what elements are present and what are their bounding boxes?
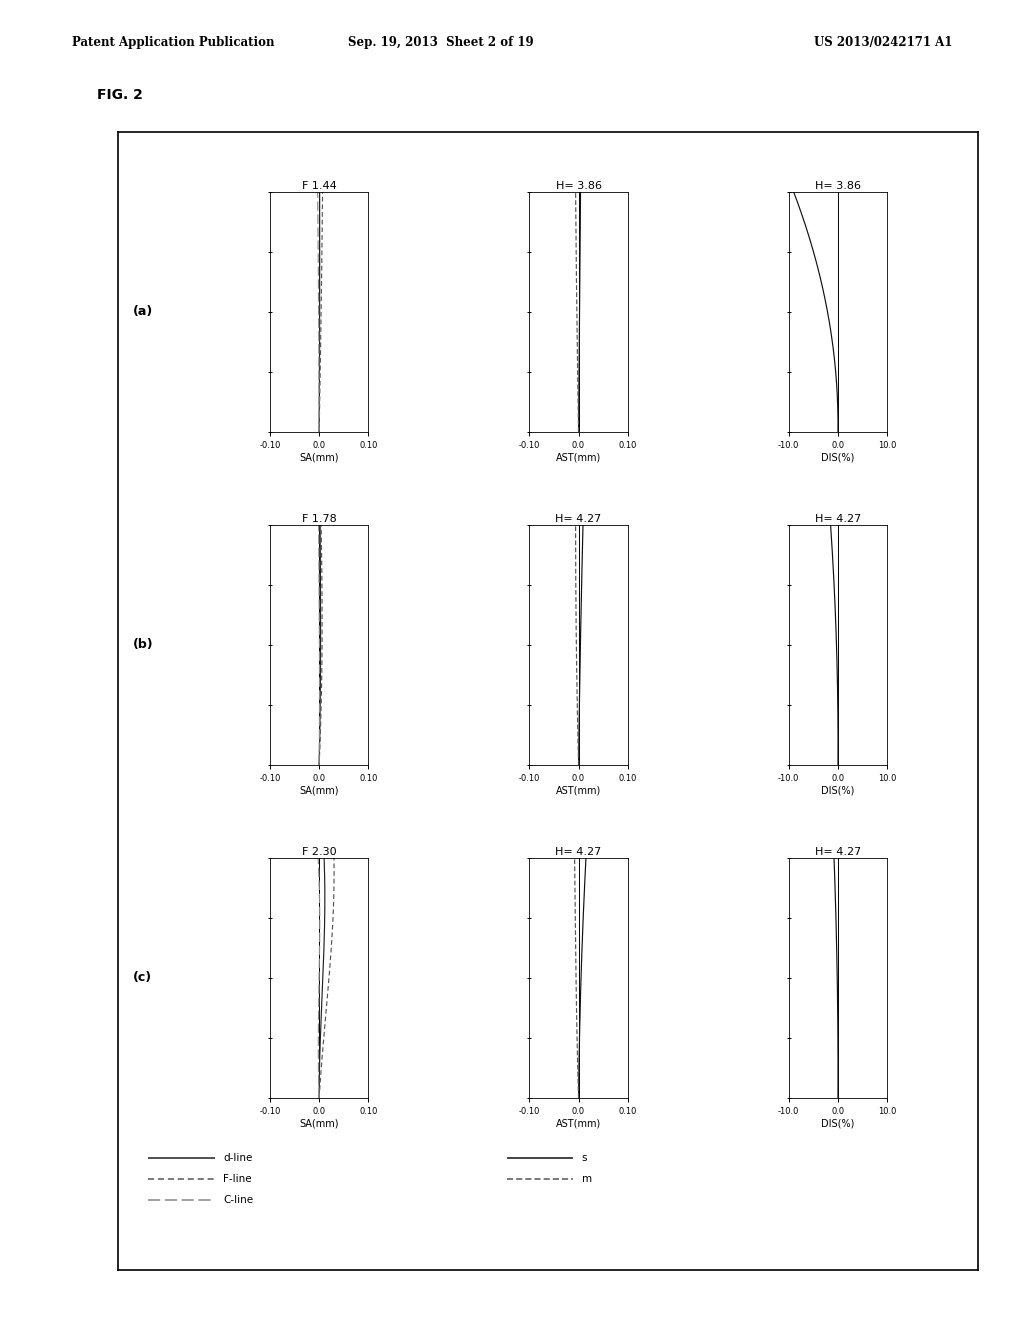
Text: (b): (b) xyxy=(133,639,154,651)
X-axis label: DIS(%): DIS(%) xyxy=(821,1118,855,1129)
Text: C-line: C-line xyxy=(223,1195,253,1205)
Text: Patent Application Publication: Patent Application Publication xyxy=(72,36,274,49)
Title: F 1.78: F 1.78 xyxy=(302,513,337,524)
Text: s: s xyxy=(582,1152,587,1163)
X-axis label: SA(mm): SA(mm) xyxy=(299,453,339,462)
Text: d-line: d-line xyxy=(223,1152,253,1163)
X-axis label: SA(mm): SA(mm) xyxy=(299,785,339,796)
Title: H= 4.27: H= 4.27 xyxy=(555,513,602,524)
X-axis label: AST(mm): AST(mm) xyxy=(556,785,601,796)
Text: (a): (a) xyxy=(133,305,154,318)
X-axis label: AST(mm): AST(mm) xyxy=(556,1118,601,1129)
Title: F 1.44: F 1.44 xyxy=(302,181,337,191)
Title: H= 3.86: H= 3.86 xyxy=(815,181,861,191)
Title: H= 3.86: H= 3.86 xyxy=(556,181,601,191)
Text: FIG. 2: FIG. 2 xyxy=(97,88,143,103)
X-axis label: SA(mm): SA(mm) xyxy=(299,1118,339,1129)
X-axis label: DIS(%): DIS(%) xyxy=(821,785,855,796)
Title: H= 4.27: H= 4.27 xyxy=(815,513,861,524)
Text: US 2013/0242171 A1: US 2013/0242171 A1 xyxy=(814,36,952,49)
Text: (c): (c) xyxy=(133,972,153,985)
Text: F-line: F-line xyxy=(223,1173,252,1184)
Title: F 2.30: F 2.30 xyxy=(302,847,337,857)
Text: Sep. 19, 2013  Sheet 2 of 19: Sep. 19, 2013 Sheet 2 of 19 xyxy=(347,36,534,49)
Title: H= 4.27: H= 4.27 xyxy=(815,847,861,857)
X-axis label: DIS(%): DIS(%) xyxy=(821,453,855,462)
X-axis label: AST(mm): AST(mm) xyxy=(556,453,601,462)
Text: m: m xyxy=(582,1173,592,1184)
Title: H= 4.27: H= 4.27 xyxy=(555,847,602,857)
